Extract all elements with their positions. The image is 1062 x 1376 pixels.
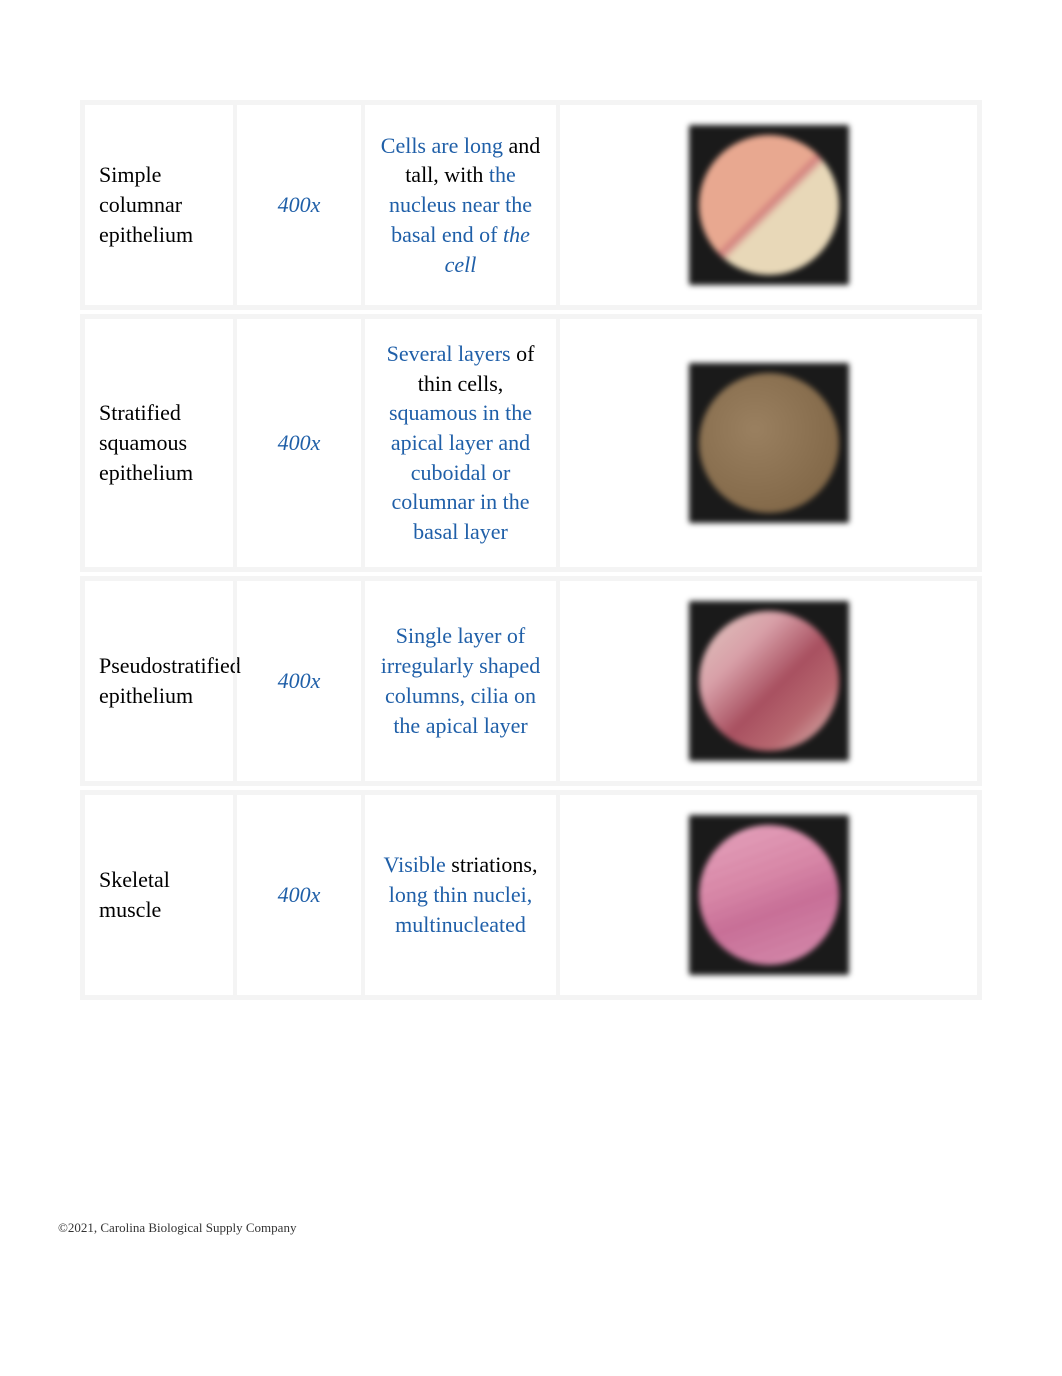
micrograph-cell <box>558 103 979 307</box>
description-cell: Visible striations, long thin nuclei, mu… <box>363 793 558 997</box>
micrograph-image <box>689 363 849 523</box>
table-row: Skeletal muscle400xVisible striations, l… <box>80 790 982 1000</box>
description-cell: Single layer of irregularly shaped colum… <box>363 579 558 783</box>
copyright-footer: ©2021, Carolina Biological Supply Compan… <box>58 1220 296 1236</box>
micrograph-cell <box>558 793 979 997</box>
magnification-cell: 400x <box>235 793 363 997</box>
micrograph-image <box>689 125 849 285</box>
micrograph-cell <box>558 579 979 783</box>
magnification-cell: 400x <box>235 317 363 569</box>
table-row: Stratified squamous epithelium400xSevera… <box>80 314 982 572</box>
micrograph-image <box>689 601 849 761</box>
table-row: Pseudostratified epithelium400xSingle la… <box>80 576 982 786</box>
micrograph-image <box>689 815 849 975</box>
magnification-cell: 400x <box>235 579 363 783</box>
tissue-name-cell: Simple columnar epithelium <box>83 103 235 307</box>
description-cell: Cells are long and tall, with the nucleu… <box>363 103 558 307</box>
tissue-name-cell: Pseudostratified epithelium <box>83 579 235 783</box>
description-cell: Several layers of thin cells, squamous i… <box>363 317 558 569</box>
tissue-name-cell: Skeletal muscle <box>83 793 235 997</box>
micrograph-cell <box>558 317 979 569</box>
table-row: Simple columnar epithelium400xCells are … <box>80 100 982 310</box>
tissue-table: Simple columnar epithelium400xCells are … <box>80 100 982 1000</box>
tissue-name-cell: Stratified squamous epithelium <box>83 317 235 569</box>
magnification-cell: 400x <box>235 103 363 307</box>
